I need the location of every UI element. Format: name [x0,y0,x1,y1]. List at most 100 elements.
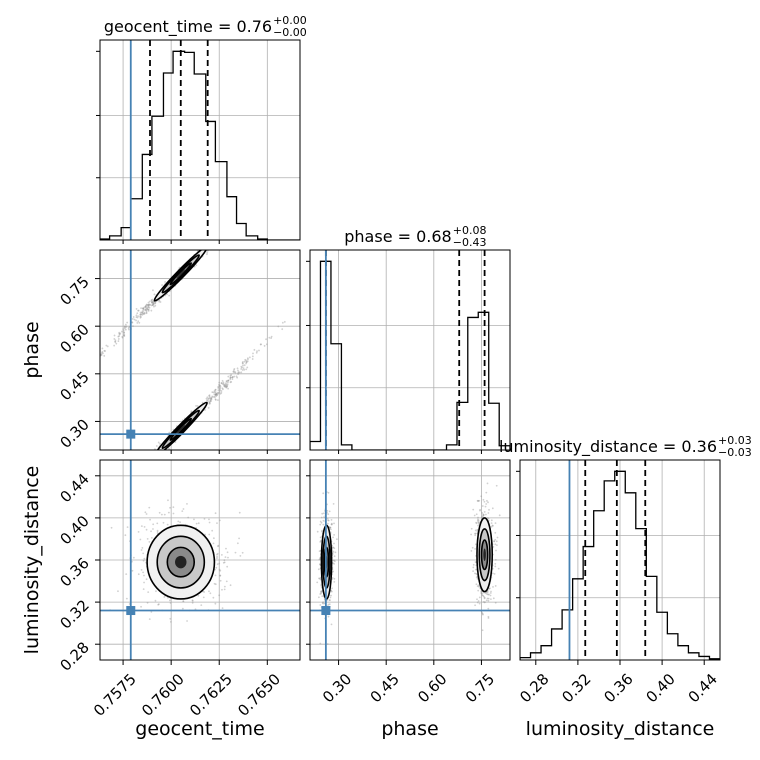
sample-point [215,395,218,398]
sample-point [208,521,211,524]
sample-point [214,237,217,240]
sample-point [148,460,151,463]
sample-point [181,510,184,513]
sample-point [219,385,222,388]
sample-point [157,454,160,457]
sample-point [319,536,322,539]
sample-point [132,325,134,328]
title-phase: phase = 0.68 +0.08−0.43 [344,224,486,249]
sample-point [126,526,129,529]
sample-point [150,299,153,301]
sample-point [144,460,147,463]
sample-point [152,289,154,292]
sample-point [143,574,145,577]
sample-point [232,223,235,226]
sample-point [169,617,172,620]
sample-point [209,402,211,405]
sample-point [162,521,165,524]
sample-point [208,533,211,536]
sample-point [153,456,156,459]
sample-point [119,496,122,499]
sample-point [222,228,225,231]
sample-point [252,352,254,355]
sample-point [139,471,142,474]
sample-point [476,529,479,531]
sample-point [151,300,154,303]
sample-point [144,511,147,514]
sample-point [277,325,280,328]
sample-point [248,356,251,359]
sample-point [210,399,213,402]
sample-point [114,340,116,343]
sample-point [133,478,136,481]
sample-point [480,495,483,498]
sample-point [475,572,478,575]
sample-point [474,534,477,537]
sample-point [243,203,246,206]
sample-point [210,398,212,400]
sample-point [204,242,207,245]
sample-point [477,521,480,523]
sample-point [484,601,486,604]
sample-point [492,597,495,600]
sample-point [229,584,232,587]
sample-point [142,460,145,463]
contour-line [146,524,216,600]
sample-point [158,300,161,303]
sample-point [319,578,322,581]
sample-point [215,393,218,395]
sample-point [244,209,247,212]
sample-point [134,479,137,482]
sample-point [479,508,482,511]
sample-point [221,379,224,382]
sample-point [125,485,128,488]
sample-point [49,410,52,413]
sample-point [152,523,155,526]
sample-point [475,522,478,525]
sample-point [148,303,151,306]
sample-point [123,334,125,337]
sample-point [211,234,214,237]
sample-point [133,472,136,475]
sample-point [329,526,331,529]
sample-point [237,372,240,374]
sample-point [487,590,489,592]
sample-point [152,301,155,304]
sample-point [214,389,217,391]
sample-point [263,344,266,347]
sample-point [237,369,239,372]
sample-point [494,543,497,546]
sample-point [227,379,229,382]
sample-point [328,510,331,513]
sample-point [125,573,128,576]
sample-point [125,325,128,328]
sample-point [215,392,218,395]
x-tick-label: 0.7650 [234,670,284,720]
sample-point [247,202,250,205]
sample-point [139,313,142,316]
x-tick-label: 0.28 [516,670,552,706]
sample-point [221,387,224,390]
sample-point [157,453,160,456]
sample-point [208,401,211,404]
sample-point [245,359,248,362]
sample-point [157,455,160,458]
sample-point [214,235,217,238]
sample-point [124,326,127,329]
sample-point [224,227,227,230]
sample-point [237,211,240,214]
sample-point [154,302,157,305]
sample-point [199,246,202,249]
sample-point [246,360,249,363]
sample-point [478,596,481,599]
sample-point [141,470,144,473]
sample-point [322,519,325,522]
sample-point [209,397,211,400]
sample-point [236,542,239,545]
sample-point [331,587,333,590]
sample-point [477,584,480,587]
sample-point [208,402,211,405]
sample-point [269,182,272,185]
sample-point [172,506,175,509]
sample-point [320,591,323,593]
